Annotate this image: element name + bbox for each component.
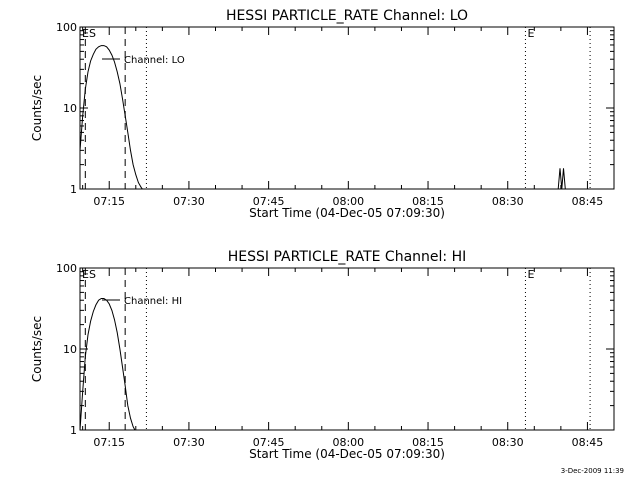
y-tick-label: 10 xyxy=(63,343,77,356)
x-tick-label: 08:15 xyxy=(412,195,444,208)
series-line-lo xyxy=(79,45,143,190)
y-tick-label: 1 xyxy=(70,424,77,437)
chart-title: HESSI PARTICLE_RATE Channel: LO xyxy=(226,8,468,24)
x-tick-label: 08:30 xyxy=(492,195,524,208)
legend-label: Channel: LO xyxy=(124,55,185,66)
marker-label: E xyxy=(527,268,534,281)
x-tick-label: 07:15 xyxy=(93,195,125,208)
x-tick-label: 07:45 xyxy=(253,195,285,208)
lo-channel-panel: HESSI PARTICLE_RATE Channel: LO 07:15 07:3… xyxy=(30,8,615,220)
marker-label: ES xyxy=(82,268,96,281)
plot-frame xyxy=(79,26,615,190)
x-tick-label: 08:30 xyxy=(492,436,524,449)
x-tick-label: 08:00 xyxy=(332,436,364,449)
x-tick-label: 07:30 xyxy=(173,195,205,208)
marker-label: E xyxy=(527,27,534,40)
x-axis-label: Start Time (04-Dec-05 07:09:30) xyxy=(249,206,445,220)
y-tick-label: 1 xyxy=(70,183,77,196)
hi-channel-panel: HESSI PARTICLE_RATE Channel: HI 07:15 07:3… xyxy=(30,249,615,461)
y-tick-label: 100 xyxy=(56,262,77,275)
x-tick-label: 08:15 xyxy=(412,436,444,449)
x-tick-label: 08:45 xyxy=(572,436,604,449)
plot-frame xyxy=(79,267,615,431)
marker-label: ES xyxy=(82,27,96,40)
x-tick-label: 07:45 xyxy=(253,436,285,449)
chart-title: HESSI PARTICLE_RATE Channel: HI xyxy=(228,249,466,265)
x-tick-label: 08:45 xyxy=(572,195,604,208)
timestamp-stamp: 3-Dec-2009 11:39 xyxy=(561,467,624,475)
y-tick-label: 10 xyxy=(63,102,77,115)
x-tick-label: 07:30 xyxy=(173,436,205,449)
x-tick-label: 07:15 xyxy=(93,436,125,449)
legend-label: Channel: HI xyxy=(124,296,182,307)
y-axis-label: Counts/sec xyxy=(30,75,44,141)
series-line-hi xyxy=(79,298,136,431)
series-line-lo-spike xyxy=(557,168,566,190)
y-tick-label: 100 xyxy=(56,21,77,34)
x-axis-label: Start Time (04-Dec-05 07:09:30) xyxy=(249,447,445,461)
x-tick-label: 08:00 xyxy=(332,195,364,208)
y-axis-label: Counts/sec xyxy=(30,316,44,382)
